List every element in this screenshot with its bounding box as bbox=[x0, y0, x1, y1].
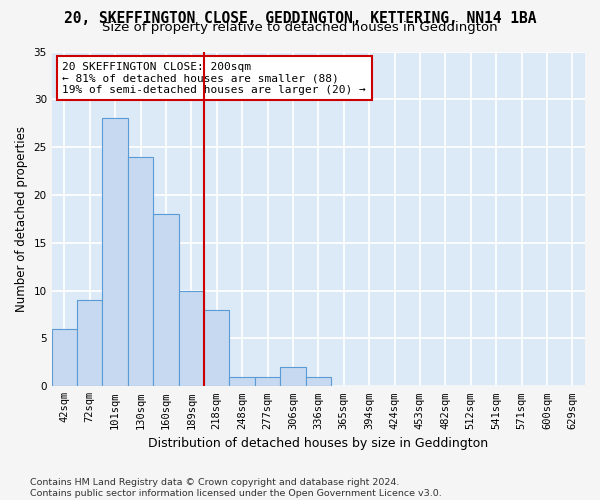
Text: Size of property relative to detached houses in Geddington: Size of property relative to detached ho… bbox=[102, 22, 498, 35]
Bar bbox=[153, 214, 179, 386]
Bar bbox=[52, 329, 77, 386]
Bar bbox=[229, 376, 255, 386]
Bar bbox=[103, 118, 128, 386]
Y-axis label: Number of detached properties: Number of detached properties bbox=[15, 126, 28, 312]
Bar bbox=[280, 367, 305, 386]
Bar bbox=[179, 290, 204, 386]
Bar bbox=[204, 310, 229, 386]
Bar bbox=[255, 376, 280, 386]
X-axis label: Distribution of detached houses by size in Geddington: Distribution of detached houses by size … bbox=[148, 437, 488, 450]
Text: 20 SKEFFINGTON CLOSE: 200sqm
← 81% of detached houses are smaller (88)
19% of se: 20 SKEFFINGTON CLOSE: 200sqm ← 81% of de… bbox=[62, 62, 366, 94]
Bar bbox=[77, 300, 103, 386]
Bar bbox=[128, 156, 153, 386]
Text: Contains HM Land Registry data © Crown copyright and database right 2024.
Contai: Contains HM Land Registry data © Crown c… bbox=[30, 478, 442, 498]
Bar bbox=[305, 376, 331, 386]
Text: 20, SKEFFINGTON CLOSE, GEDDINGTON, KETTERING, NN14 1BA: 20, SKEFFINGTON CLOSE, GEDDINGTON, KETTE… bbox=[64, 11, 536, 26]
